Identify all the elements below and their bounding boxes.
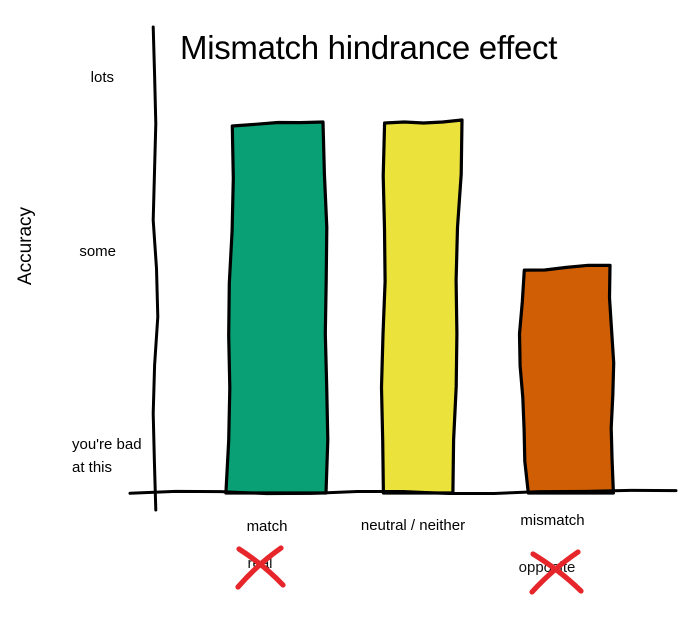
x-category-mismatch: mismatch xyxy=(520,512,585,529)
x-axis-line xyxy=(128,488,678,496)
y-tick-some: some xyxy=(79,243,116,260)
y-axis-label: Accuracy xyxy=(15,206,36,286)
chart-title: Mismatch hindrance effect xyxy=(180,29,558,66)
bar-neutral-neither xyxy=(379,118,464,495)
bar-mismatch xyxy=(517,263,616,495)
y-tick-youre-bad-at-this: you're bad at this xyxy=(72,436,142,476)
x-category-neutral-neither: neutral / neither xyxy=(360,517,466,534)
x-category-match: match xyxy=(246,518,288,535)
annotation-real-crossed-out: real xyxy=(247,555,273,572)
annotation-opposite-crossed-out: opposite xyxy=(518,559,576,576)
bar-match xyxy=(224,120,330,495)
y-tick-lots: lots xyxy=(90,69,114,86)
